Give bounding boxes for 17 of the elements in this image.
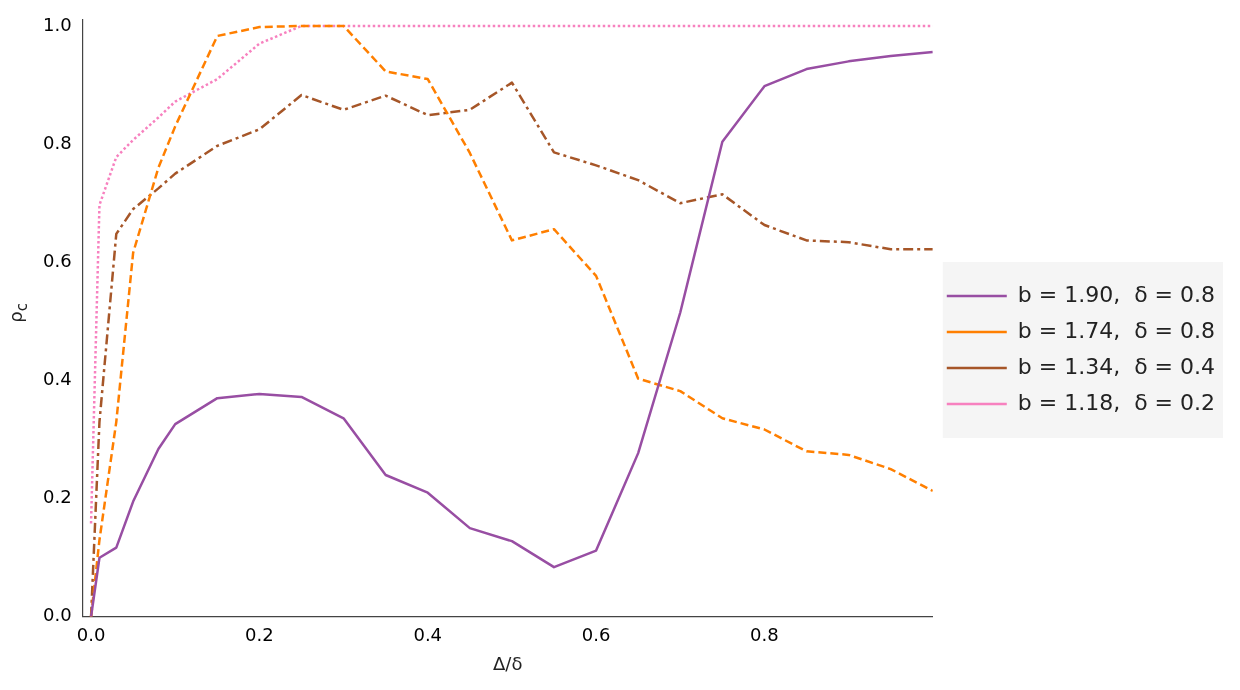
- y-tick-label: 0.8: [42, 131, 72, 153]
- legend-label: b = 1.34, δ = 0.4: [1017, 353, 1215, 379]
- legend-label: b = 1.18, δ = 0.2: [1017, 389, 1215, 415]
- y-tick-label: 0.4: [42, 368, 72, 390]
- line-series: [89, 24, 933, 525]
- legend-label: b = 1.74, δ = 0.8: [1017, 317, 1215, 343]
- legend-label: b = 1.90, δ = 0.8: [1017, 281, 1215, 307]
- y-tick-label: 0.0: [42, 604, 72, 626]
- x-tick-label: 0.4: [413, 624, 443, 646]
- y-tick-label: 0.6: [42, 249, 72, 271]
- x-axis-title: Δ/δ: [493, 652, 523, 674]
- x-tick-label: 0.2: [245, 624, 274, 646]
- x-tick-label: 0.8: [750, 624, 779, 646]
- x-tick-label: 0.0: [76, 624, 106, 646]
- y-tick-label: 1.0: [42, 13, 72, 35]
- x-tick-label: 0.6: [581, 624, 611, 646]
- y-tick-label: 0.2: [42, 486, 72, 508]
